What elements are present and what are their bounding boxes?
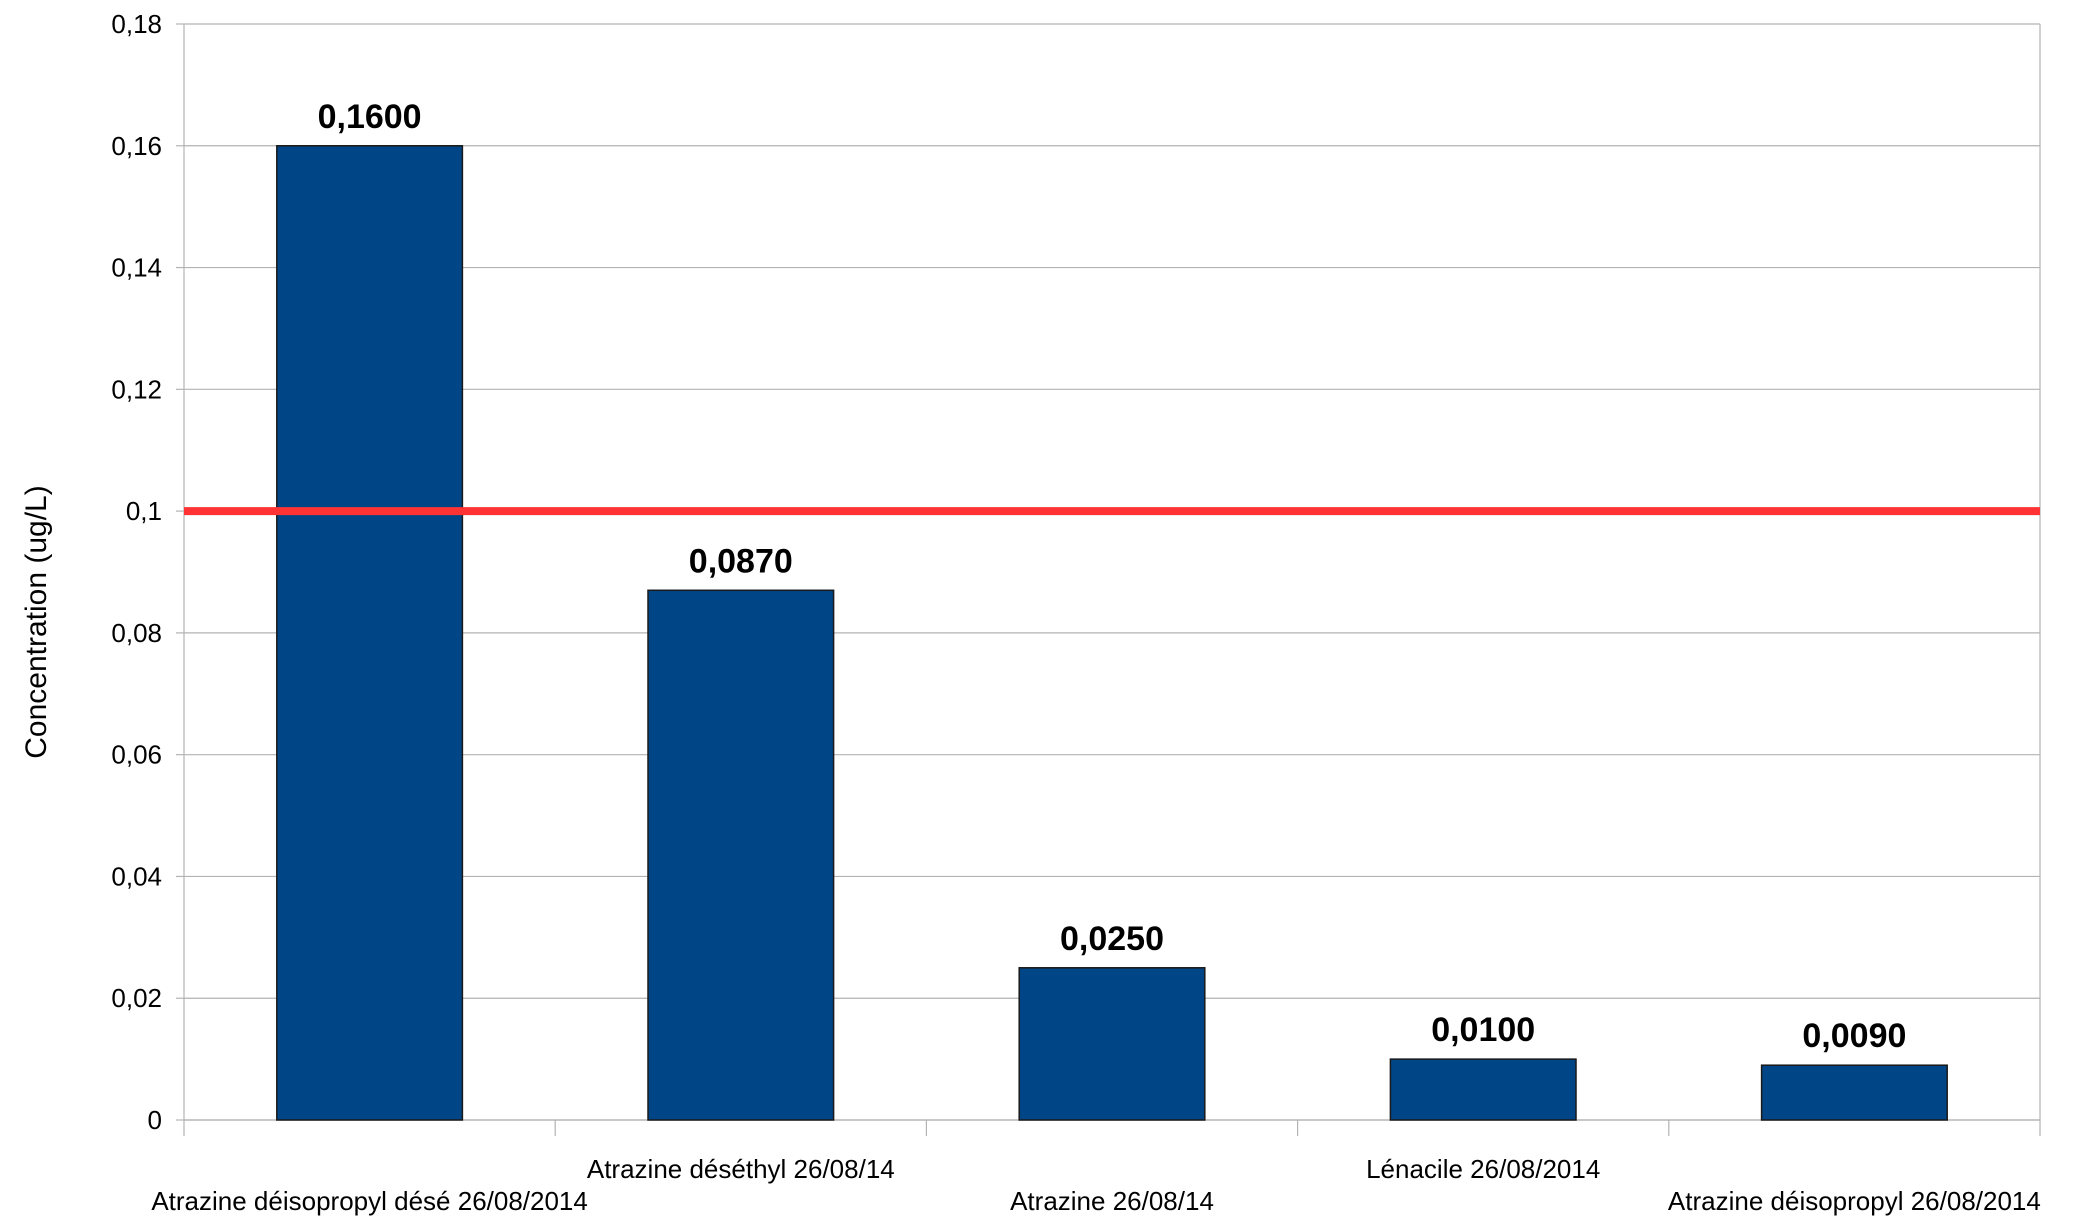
x-tick-label-2: Atrazine déséthyl 26/08/14 (587, 1154, 895, 1184)
bar-1 (276, 145, 464, 1121)
data-label-2: 0,0870 (689, 542, 793, 580)
y-tick-label: 0,16 (111, 131, 162, 161)
x-tick-label-5: Atrazine déisopropyl 26/08/2014 (1668, 1186, 2041, 1216)
y-tick-labels: 0 0,02 0,04 0,06 0,08 0,1 0,12 0,14 0,16 0,18 (111, 9, 162, 1135)
data-label-4: 0,0100 (1431, 1011, 1535, 1049)
y-tick-label: 0,02 (111, 983, 162, 1013)
y-tick-label: 0,06 (111, 740, 162, 770)
x-tick-label-4: Lénacile 26/08/2014 (1366, 1154, 1600, 1184)
x-tick-labels: Atrazine déisopropyl désé 26/08/2014Atra… (151, 1154, 2041, 1216)
y-tick-label: 0,12 (111, 374, 162, 404)
y-tick-label: 0,18 (111, 9, 162, 39)
y-tick-label: 0,1 (126, 496, 162, 526)
bar-5 (1760, 1064, 1948, 1121)
bar-4 (1389, 1058, 1577, 1121)
bar-2 (647, 589, 835, 1121)
y-axis-title: Concentration (ug/L) (20, 485, 53, 759)
data-label-1: 0,1600 (318, 98, 422, 136)
x-tick-label-3: Atrazine 26/08/14 (1010, 1186, 1214, 1216)
y-tick-label: 0,14 (111, 253, 162, 283)
y-tick-label: 0 (148, 1105, 162, 1135)
y-tick-label: 0,08 (111, 618, 162, 648)
bars (276, 145, 1948, 1121)
data-labels: 0,1600 0,0870 0,0250 0,0100 0,0090 (318, 98, 1907, 1055)
bar-3 (1018, 967, 1206, 1121)
data-label-5: 0,0090 (1802, 1017, 1906, 1055)
data-label-3: 0,0250 (1060, 920, 1164, 958)
y-tick-label: 0,04 (111, 861, 162, 891)
x-tick-label-1: Atrazine déisopropyl désé 26/08/2014 (151, 1186, 588, 1216)
axes (176, 23, 2041, 1136)
